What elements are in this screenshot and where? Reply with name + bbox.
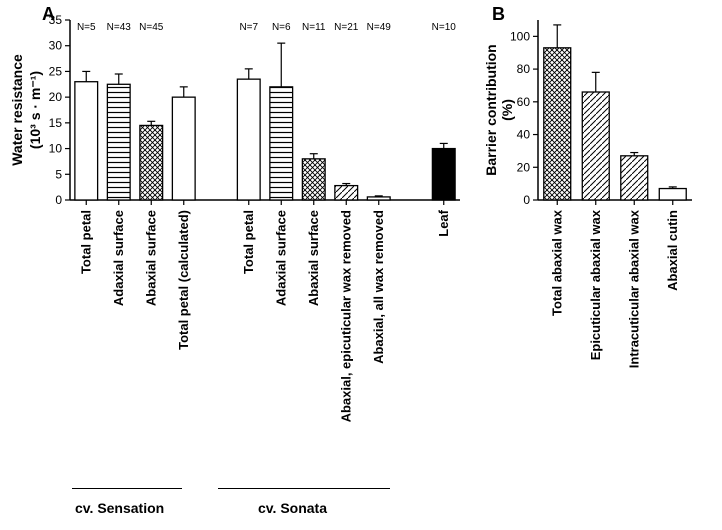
- svg-text:20: 20: [49, 90, 63, 104]
- svg-text:15: 15: [49, 116, 63, 130]
- n-label: N=43: [107, 22, 132, 33]
- svg-text:0: 0: [523, 193, 530, 207]
- bar: [544, 48, 571, 200]
- chart-a: 0 5 10 15 20 25 30 35 Water resistance(10³ s · m…: [0, 0, 480, 470]
- svg-text:Water resistance: Water resistance: [9, 54, 25, 166]
- svg-text:5: 5: [55, 167, 62, 181]
- bar: [582, 92, 609, 200]
- n-label: N=11: [302, 22, 326, 33]
- n-label: N=6: [272, 22, 291, 33]
- category-label: Leaf: [436, 209, 451, 236]
- cv-sonata-line: [218, 488, 390, 489]
- bar: [237, 79, 260, 200]
- figure-root: A B 05101520253035Water resistance(10³ s…: [0, 0, 722, 530]
- n-label: N=21: [334, 22, 359, 33]
- category-label: Total petal: [78, 210, 93, 274]
- category-label: Abaxial, epicuticular wax removed: [338, 210, 353, 422]
- category-label: Abaxial surface: [143, 210, 158, 306]
- bar: [107, 84, 130, 200]
- bar: [172, 97, 195, 200]
- svg-text:80: 80: [517, 62, 531, 76]
- svg-text:25: 25: [49, 64, 63, 78]
- bar: [659, 189, 686, 200]
- svg-text:35: 35: [49, 13, 63, 27]
- svg-text:(%): (%): [499, 99, 515, 121]
- n-label: N=7: [239, 22, 258, 33]
- category-label: Adaxial surface: [273, 210, 288, 306]
- category-label: Abaxial cutin: [665, 210, 680, 291]
- n-label: N=5: [77, 22, 96, 33]
- svg-text:10: 10: [49, 142, 63, 156]
- bar: [302, 159, 325, 200]
- n-label: N=45: [139, 22, 164, 33]
- category-label: Epicuticular abaxial wax: [588, 209, 603, 360]
- category-label: Abaxial, all wax removed: [371, 210, 386, 364]
- svg-text:30: 30: [49, 39, 63, 53]
- n-label: N=49: [367, 22, 392, 33]
- bar: [140, 125, 163, 200]
- category-label: Adaxial surface: [111, 210, 126, 306]
- svg-text:100: 100: [510, 29, 530, 43]
- n-label: N=10: [432, 22, 457, 33]
- svg-text:20: 20: [517, 160, 531, 174]
- category-label: Total abaxial wax: [549, 209, 564, 316]
- cv-sensation-line: [72, 488, 182, 489]
- cv-sensation-label: cv. Sensation: [75, 500, 164, 516]
- category-label: Total petal (calculated): [176, 210, 191, 350]
- svg-text:40: 40: [517, 128, 531, 142]
- svg-text:60: 60: [517, 95, 531, 109]
- bar: [432, 149, 455, 200]
- cv-sonata-label: cv. Sonata: [258, 500, 327, 516]
- svg-text:(10³ s · m⁻¹): (10³ s · m⁻¹): [27, 71, 43, 149]
- svg-text:0: 0: [55, 193, 62, 207]
- bar: [270, 87, 293, 200]
- category-label: Intracuticular abaxial wax: [626, 209, 641, 368]
- bar: [335, 186, 358, 200]
- svg-text:Barrier contribution: Barrier contribution: [483, 44, 499, 175]
- bar: [367, 197, 390, 200]
- chart-b: 0 20 40 60 80 100 Barrier contribution(%) Total…: [482, 0, 722, 470]
- bar: [621, 156, 648, 200]
- bar: [75, 82, 98, 200]
- category-label: Abaxial surface: [306, 210, 321, 306]
- category-label: Total petal: [241, 210, 256, 274]
